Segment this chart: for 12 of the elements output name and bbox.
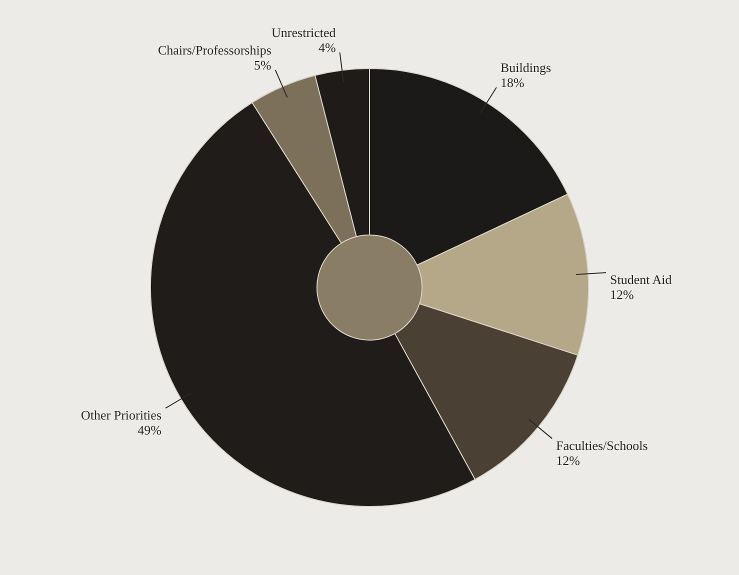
slice-label: Unrestricted [272, 24, 336, 40]
slice-label: Chairs/Professorships [158, 42, 272, 58]
data-label: 18% [500, 74, 524, 90]
slice-label: Student Aid [610, 272, 672, 288]
slice-label: Buildings [500, 60, 552, 75]
data-label: 49% [138, 422, 162, 438]
data-label: 12% [556, 452, 580, 468]
slice-label: Other Priorities [80, 408, 162, 423]
data-label: 5% [254, 57, 272, 72]
data-label: 12% [610, 287, 634, 302]
slice-label: Faculties/Schools [556, 438, 648, 453]
data-label: 4% [318, 40, 336, 55]
